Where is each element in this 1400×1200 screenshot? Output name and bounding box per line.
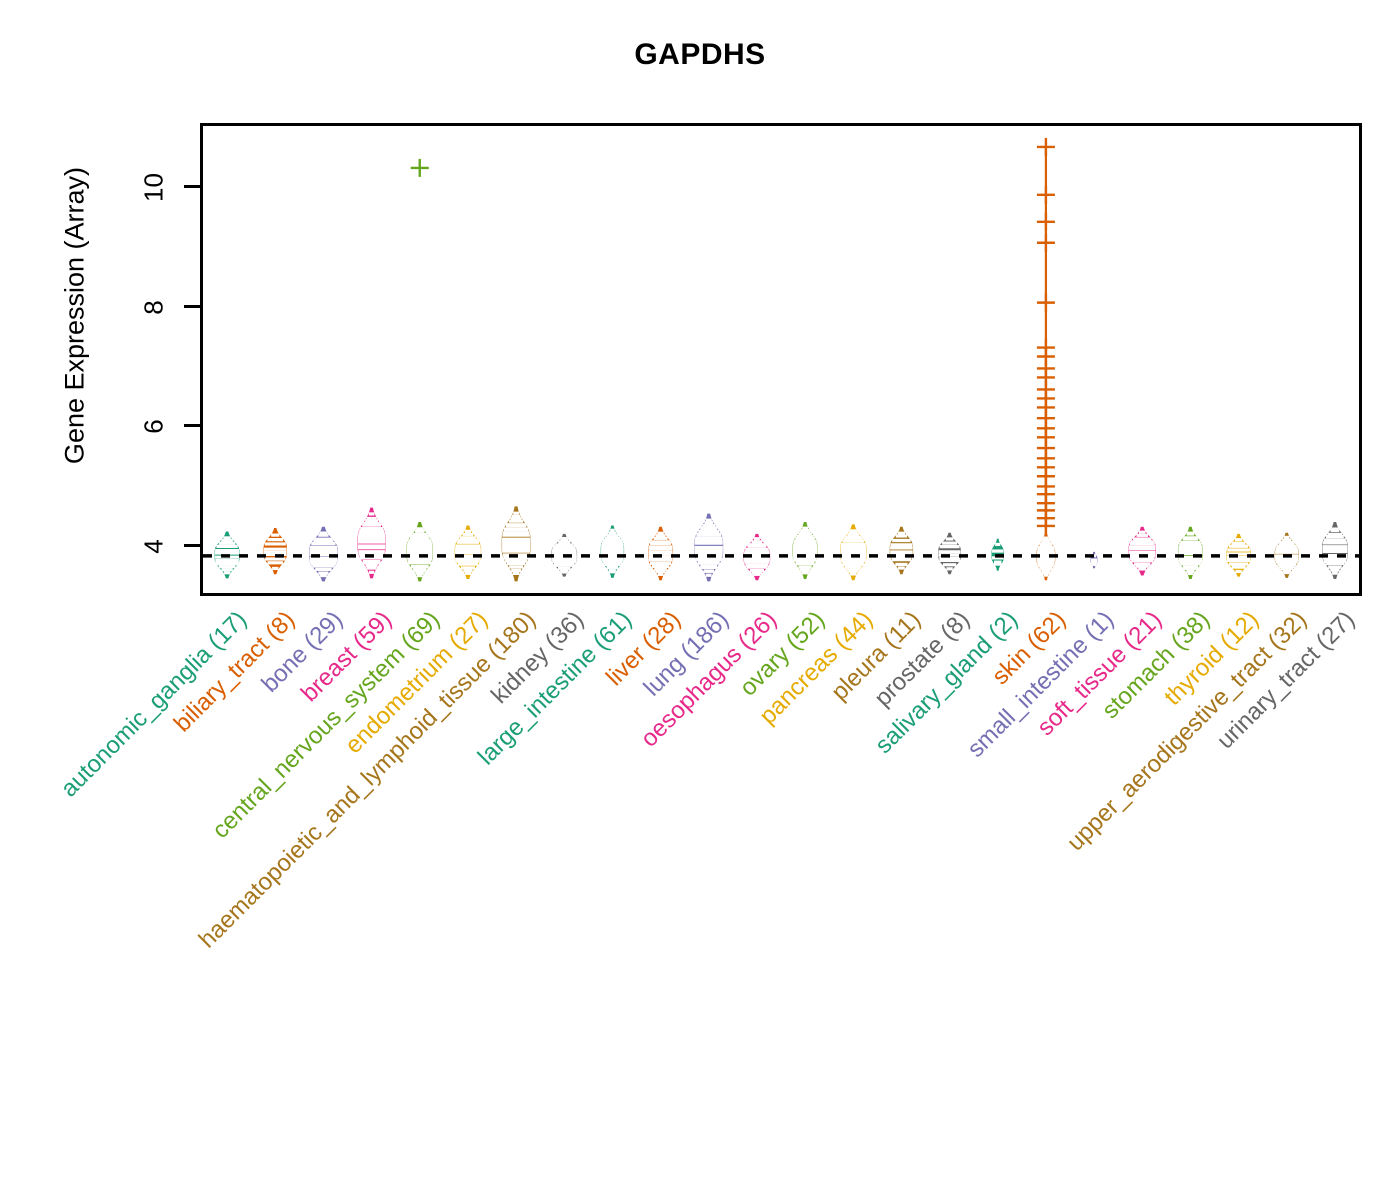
page-title: GAPDHS xyxy=(634,38,766,71)
violin-pleura xyxy=(889,526,914,575)
y-tick-label: 6 xyxy=(138,419,169,435)
violin-haematopoietic_and_lymphoid_tissue xyxy=(501,506,531,582)
violin-prostate xyxy=(938,532,961,575)
violin-large_intestine xyxy=(600,525,625,578)
y-tick-mark xyxy=(184,184,200,188)
violin-plot-svg xyxy=(203,137,1359,582)
violin-ovary xyxy=(792,521,818,580)
violin-soft_tissue xyxy=(1128,526,1156,576)
violin-kidney xyxy=(551,533,578,577)
violin-urinary_tract xyxy=(1322,521,1348,580)
plot-area xyxy=(200,123,1362,596)
violin-bone xyxy=(309,526,338,582)
y-tick-mark xyxy=(184,424,200,428)
y-axis-label: Gene Expression (Array) xyxy=(59,166,90,465)
violin-biliary_tract xyxy=(263,527,287,575)
y-tick-label: 10 xyxy=(138,172,169,202)
y-tick-mark xyxy=(184,304,200,308)
violin-pancreas xyxy=(840,524,867,581)
violin-liver xyxy=(648,526,674,581)
violin-breast xyxy=(357,507,386,579)
violin-oesophagus xyxy=(743,533,771,581)
y-tick-mark xyxy=(184,544,200,548)
x-tick-label-autonomic_ganglia: autonomic_ganglia (17) xyxy=(55,606,253,803)
violin-central_nervous_system xyxy=(406,158,433,582)
violin-thyroid xyxy=(1226,533,1251,577)
y-tick-label: 4 xyxy=(138,539,169,554)
violin-autonomic_ganglia xyxy=(214,531,240,579)
violin-stomach xyxy=(1177,526,1203,580)
violin-endometrium xyxy=(454,525,482,580)
y-tick-label: 8 xyxy=(138,299,169,315)
violin-skin xyxy=(1036,137,1056,581)
violin-lung xyxy=(694,513,724,582)
